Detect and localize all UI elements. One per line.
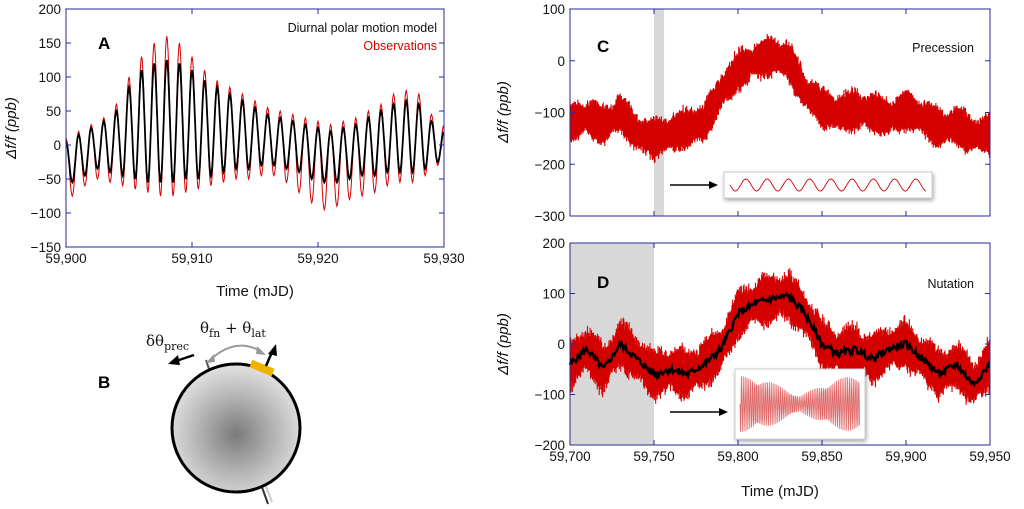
x-tick-label: 59,850 [801,449,842,464]
x-tick-label: 59,920 [297,251,338,266]
panel-d-label: D [597,273,609,292]
observatory-marker [249,359,275,377]
x-tick-label: 59,700 [549,449,590,464]
x-tick-label: 59,900 [885,449,926,464]
y-tick-label: 0 [53,138,61,153]
y-tick-label: 100 [542,2,565,17]
y-tick-label: −200 [535,438,565,453]
series-observations-line [569,33,991,163]
y-tick-label: −100 [535,106,565,121]
y-tick-label: 200 [542,236,565,251]
panel-d-ylabel: Δf/f (ppb) [495,313,512,376]
panel-a: −150 −100 −50 0 50 100 150 200 59,900 59,910 59,92… [3,2,465,300]
precession-arrow-head [168,355,180,365]
series-mean-line [568,291,991,388]
y-tick-label: 200 [38,2,61,17]
panel-d-xlabel: Time (mJD) [741,483,819,500]
y-tick-label: 100 [38,70,61,85]
angle-arc-head-right [256,346,266,355]
panel-c-annotation: Precession [912,41,974,55]
theta-fn-plus-lat: θfn + θlat [200,319,266,340]
y-tick-label: −200 [535,157,565,172]
panel-c-inset-wave [729,178,927,192]
x-tick-label: 59,950 [969,449,1010,464]
panel-c-label: C [597,37,609,56]
y-tick-label: 100 [542,287,565,302]
panel-d-inset-arrow-head [719,408,728,416]
latitude-arrow-head [268,344,277,356]
legend-model: Diurnal polar motion model [288,21,437,35]
panel-b: B δθprec θfn + θlat [98,319,302,505]
panel-a-frame [65,8,445,248]
panel-a-xlabel: Time (mJD) [216,283,294,300]
y-tick-label: −300 [535,209,565,224]
y-tick-label: 0 [557,54,565,69]
panel-a-label: A [98,34,110,53]
panel-c-ylabel: Δf/f (ppb) [495,81,512,144]
angle-arc-head-left [206,354,215,363]
y-tick-label: −50 [38,172,61,187]
panel-b-label: B [98,373,110,392]
x-tick-label: 59,930 [423,251,464,266]
angle-arc [209,344,263,361]
x-tick-label: 59,800 [717,449,758,464]
x-tick-label: 59,910 [171,251,212,266]
delta-theta-prec: δθprec [146,332,189,353]
shaded-region [654,9,665,216]
earth-globe [170,362,302,494]
series-observations-line [569,268,991,405]
series-model-line [65,59,445,185]
panel-c-inset [723,171,933,199]
panel-c-inset-arrow-head [709,181,718,189]
series-observations-line [65,36,444,212]
x-tick-label: 59,750 [633,449,674,464]
y-tick-label: −150 [31,240,61,255]
panel-c: −300 −200 −100 0 100 C Precession Δf/f (ppb) [495,2,991,224]
y-tick-label: 150 [38,36,61,51]
y-tick-label: 0 [557,337,565,352]
y-tick-label: −100 [535,388,565,403]
legend-observations: Observations [363,39,437,53]
panel-d-inset-wave [739,376,860,433]
panel-d-annotation: Nutation [927,277,974,291]
panel-a-ylabel: Δf/f (ppb) [3,97,20,160]
y-tick-label: 50 [46,104,61,119]
y-tick-label: −100 [31,206,61,221]
panel-d: −200 −100 0 100 200 59,700 59,750 59,800 59,850 5… [495,236,1011,500]
x-tick-label: 59,900 [45,251,86,266]
